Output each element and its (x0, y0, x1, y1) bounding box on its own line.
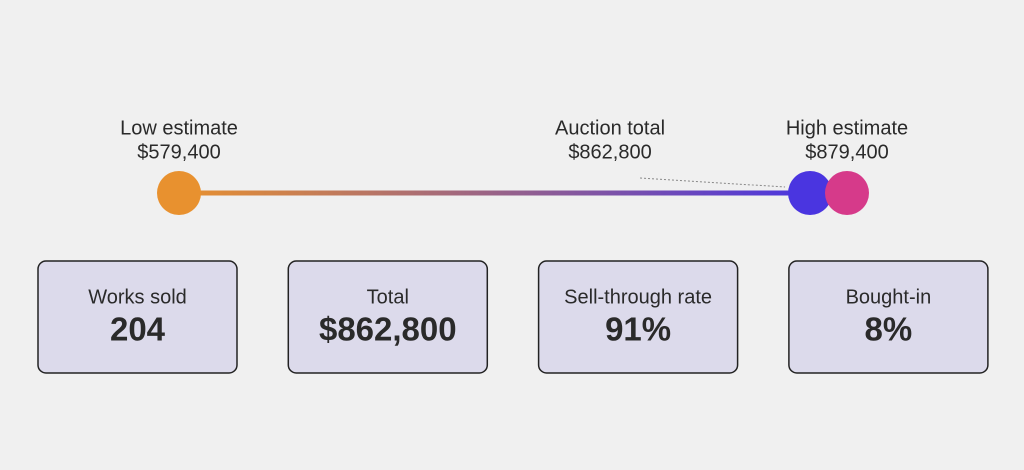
stat-card (37, 260, 238, 374)
marker-label: Low estimate (120, 117, 238, 139)
stat-value: $862,800 (319, 311, 457, 348)
leader-line (640, 177, 786, 188)
stat-card (537, 260, 739, 374)
marker-value-label: $579,400 (137, 141, 220, 163)
marker (788, 171, 833, 215)
marker-label: High estimate (786, 117, 908, 139)
range-line (179, 190, 811, 196)
marker (157, 171, 201, 215)
stat-label: Bought-in (846, 286, 932, 308)
stat-card (788, 260, 989, 374)
stat-value: 8% (865, 311, 913, 348)
marker-value-label: $879,400 (805, 141, 888, 163)
stat-label: Sell-through rate (564, 286, 712, 308)
marker-label: Auction total (555, 117, 665, 139)
marker (825, 171, 869, 215)
stat-label: Works sold (88, 286, 187, 308)
marker-value-label: $862,800 (568, 141, 651, 163)
stat-card (287, 260, 489, 374)
stat-value: 91% (605, 311, 671, 348)
stat-label: Total (367, 286, 409, 308)
stat-value: 204 (110, 311, 166, 348)
